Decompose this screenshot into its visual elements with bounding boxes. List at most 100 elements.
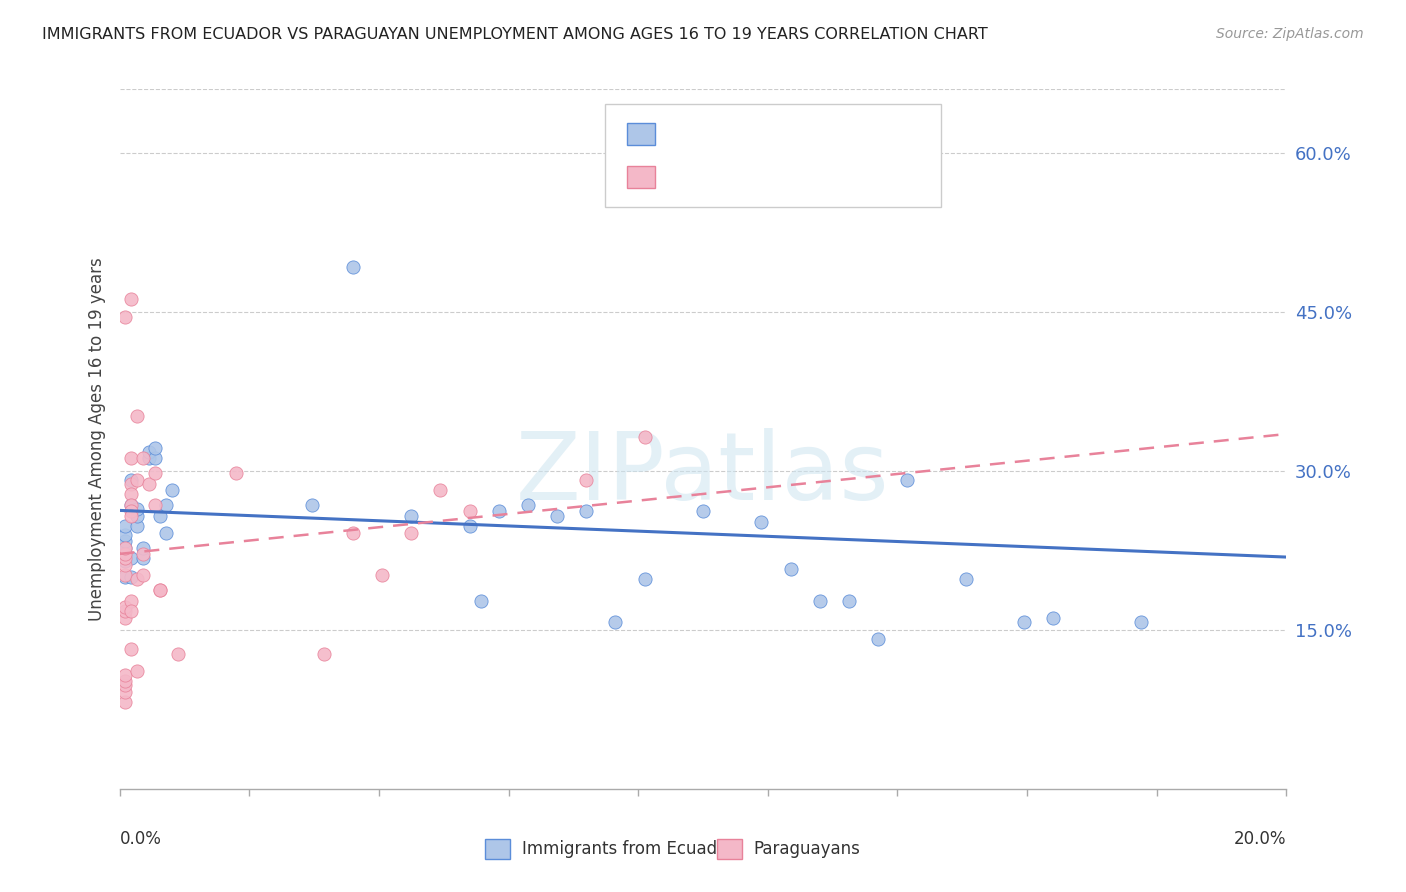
Point <box>132 547 155 561</box>
Text: IMMIGRANTS FROM ECUADOR VS PARAGUAYAN UNEMPLOYMENT AMONG AGES 16 TO 19 YEARS COR: IMMIGRANTS FROM ECUADOR VS PARAGUAYAN UN… <box>42 27 988 42</box>
Point <box>429 483 451 498</box>
Point <box>149 508 172 523</box>
Point <box>125 409 148 423</box>
Point <box>575 504 598 518</box>
Point <box>342 525 364 540</box>
Text: 0.086: 0.086 <box>704 169 768 186</box>
Point <box>120 293 142 307</box>
Point <box>120 498 142 512</box>
Point <box>155 498 177 512</box>
Point <box>149 582 172 597</box>
Point <box>114 551 136 566</box>
Point <box>488 504 510 518</box>
Point <box>120 508 142 523</box>
Point <box>114 558 136 572</box>
Point <box>633 573 655 587</box>
Point <box>114 519 136 533</box>
Point <box>114 310 136 325</box>
Point <box>575 473 598 487</box>
Point <box>143 441 166 455</box>
Point <box>114 668 136 682</box>
Point <box>120 451 142 466</box>
Point <box>125 502 148 516</box>
Point <box>138 451 160 466</box>
Point <box>114 604 136 618</box>
Point <box>125 573 148 587</box>
Point <box>138 445 160 459</box>
Point <box>125 508 148 523</box>
Point <box>125 519 148 533</box>
Point <box>517 498 540 512</box>
Point <box>120 504 142 518</box>
Point <box>120 498 142 512</box>
Point <box>808 593 831 607</box>
Point <box>114 528 136 542</box>
Point <box>458 519 481 533</box>
Text: 36: 36 <box>817 125 841 143</box>
Point <box>120 473 142 487</box>
Point <box>143 451 166 466</box>
Point <box>125 664 148 678</box>
Point <box>301 498 323 512</box>
Point <box>605 615 627 629</box>
Text: N =: N = <box>782 125 821 143</box>
Point <box>401 508 423 523</box>
Point <box>114 570 136 584</box>
Point <box>114 541 136 555</box>
Point <box>114 685 136 699</box>
Point <box>342 260 364 275</box>
Y-axis label: Unemployment Among Ages 16 to 19 years: Unemployment Among Ages 16 to 19 years <box>87 258 105 621</box>
Text: ZIPatlas: ZIPatlas <box>516 428 890 520</box>
Point <box>114 674 136 689</box>
Point <box>114 695 136 709</box>
Point <box>751 515 773 529</box>
Point <box>120 476 142 491</box>
Point <box>114 610 136 624</box>
Point <box>955 573 977 587</box>
Point <box>866 632 890 646</box>
Point <box>160 483 183 498</box>
Text: -0.082: -0.082 <box>704 125 768 143</box>
Point <box>143 498 166 512</box>
Point <box>633 430 655 444</box>
Point <box>312 647 335 661</box>
Point <box>114 541 136 555</box>
Point <box>114 678 136 692</box>
Point <box>120 487 142 501</box>
Point <box>120 604 142 618</box>
Point <box>546 508 568 523</box>
Point <box>1042 610 1064 624</box>
Point <box>132 551 155 566</box>
Text: Immigrants from Ecuador: Immigrants from Ecuador <box>522 840 734 858</box>
Point <box>114 568 136 582</box>
Point <box>838 593 860 607</box>
Point <box>120 593 142 607</box>
Point <box>114 547 136 561</box>
Point <box>132 568 155 582</box>
Point <box>120 570 142 584</box>
Point <box>120 642 142 657</box>
Point <box>371 568 394 582</box>
Text: Paraguayans: Paraguayans <box>754 840 860 858</box>
Point <box>132 451 155 466</box>
Text: Source: ZipAtlas.com: Source: ZipAtlas.com <box>1216 27 1364 41</box>
Point <box>225 467 247 481</box>
Point <box>692 504 714 518</box>
Point <box>114 554 136 568</box>
Point <box>155 525 177 540</box>
Text: N =: N = <box>782 169 821 186</box>
Text: R =: R = <box>664 169 702 186</box>
Point <box>1012 615 1035 629</box>
Point <box>458 504 481 518</box>
Point <box>143 467 166 481</box>
Point <box>114 547 136 561</box>
Text: 46: 46 <box>817 169 841 186</box>
Point <box>779 562 801 576</box>
Point <box>138 476 160 491</box>
Point <box>896 473 918 487</box>
Point <box>166 647 188 661</box>
Point <box>114 599 136 614</box>
Point <box>125 473 148 487</box>
Point <box>114 534 136 549</box>
Point <box>132 541 155 555</box>
